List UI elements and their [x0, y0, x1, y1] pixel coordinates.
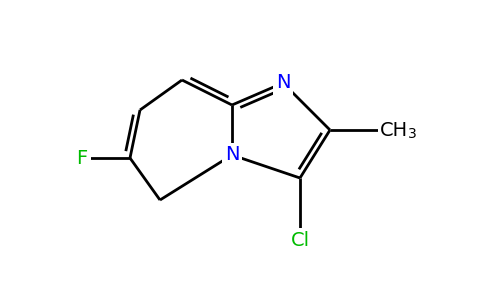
- Text: F: F: [76, 148, 88, 167]
- Text: N: N: [276, 74, 290, 92]
- Text: CH: CH: [380, 121, 408, 140]
- Text: Cl: Cl: [290, 230, 310, 250]
- Text: N: N: [225, 146, 239, 164]
- Text: 3: 3: [408, 127, 417, 141]
